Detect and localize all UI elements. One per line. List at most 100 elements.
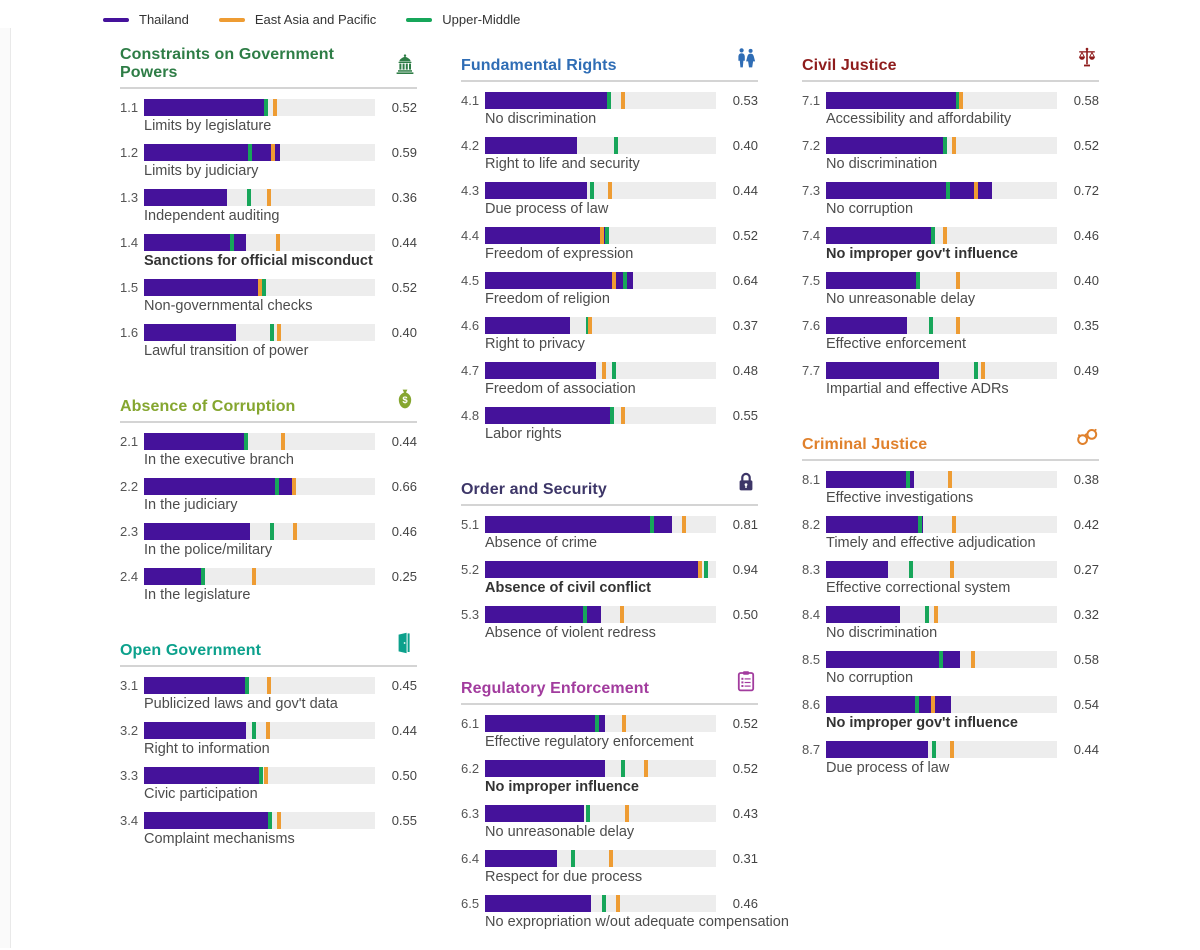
indicator-bar	[485, 516, 716, 533]
east-asia-pacific-tick	[602, 362, 607, 379]
indicator-bar	[485, 227, 716, 244]
east-asia-pacific-tick	[643, 760, 648, 777]
indicator-bar-row: 2.1 0.44	[120, 433, 417, 450]
east-asia-pacific-tick	[616, 895, 621, 912]
indicator-bar-row: 6.5 0.46	[461, 895, 758, 912]
indicator-row: 4.2 0.40 Right to life and security	[461, 137, 758, 172]
legend-label: Thailand	[139, 12, 189, 27]
upper-middle-tick	[571, 850, 576, 867]
upper-middle-tick	[942, 137, 947, 154]
indicator-bar-row: 8.3 0.27	[802, 561, 1099, 578]
indicator-value: 0.44	[1073, 742, 1099, 757]
indicator-bar	[826, 182, 1057, 199]
indicator-row: 7.4 0.46 No improper gov't influence	[802, 227, 1099, 262]
indicator-number: 2.2	[120, 479, 139, 494]
indicator-label: Sanctions for official misconduct	[144, 253, 373, 269]
east-asia-pacific-tick	[621, 715, 626, 732]
indicator-row: 8.7 0.44 Due process of law	[802, 741, 1099, 776]
indicator-label: No discrimination	[826, 625, 938, 641]
indicator-number: 4.7	[461, 363, 480, 378]
indicator-bar-row: 4.6 0.37	[461, 317, 758, 334]
indicator-number: 3.4	[120, 813, 139, 828]
east-asia-pacific-tick	[280, 433, 285, 450]
indicator-bar	[485, 805, 716, 822]
indicator-number: 5.1	[461, 517, 480, 532]
indicator-number: 8.6	[802, 697, 821, 712]
indicator-label: Effective enforcement	[826, 336, 966, 352]
people-icon	[734, 46, 758, 75]
indicator-row: 4.1 0.53 No discrimination	[461, 92, 758, 127]
upper-middle-tick	[244, 433, 249, 450]
indicator-bar-row: 5.3 0.50	[461, 606, 758, 623]
indicator-bar-row: 1.3 0.36	[120, 189, 417, 206]
east-asia-pacific-tick	[275, 234, 280, 251]
thailand-bar-fill	[144, 568, 202, 585]
upper-middle-tick	[268, 812, 273, 829]
chart-column: Constraints on Government Powers 1.1 0.52…	[120, 46, 417, 847]
indicator-bar	[826, 651, 1057, 668]
indicator-bar	[144, 234, 375, 251]
indicator-number: 4.8	[461, 408, 480, 423]
east-asia-pacific-tick	[973, 182, 978, 199]
thailand-bar-fill	[826, 317, 907, 334]
indicator-row: 1.3 0.36 Independent auditing	[120, 189, 417, 224]
east-asia-pacific-tick	[263, 767, 268, 784]
indicator-label: In the police/military	[144, 542, 273, 558]
east-asia-pacific-tick	[293, 523, 298, 540]
section-title: Civil Justice	[802, 57, 897, 74]
indicator-label: Independent auditing	[144, 208, 280, 224]
indicator-label: Lawful transition of power	[144, 343, 309, 359]
upper-middle-tick	[650, 516, 655, 533]
legend-item-upper-middle: Upper-Middle	[406, 12, 520, 27]
thailand-bar-fill	[485, 92, 608, 109]
east-asia-pacific-tick	[277, 324, 282, 341]
indicator-bar	[485, 92, 716, 109]
indicator-bar	[144, 189, 375, 206]
indicator-value: 0.52	[391, 100, 417, 115]
indicator-bar-row: 4.8 0.55	[461, 407, 758, 424]
thailand-bar-fill	[144, 99, 265, 116]
indicator-bar	[144, 99, 375, 116]
indicator-number: 3.1	[120, 678, 139, 693]
indicator-row: 8.2 0.42 Timely and effective adjudication	[802, 516, 1099, 551]
indicator-bar	[485, 606, 716, 623]
legend-item-thailand: Thailand	[103, 12, 189, 27]
indicator-bar-row: 4.5 0.64	[461, 272, 758, 289]
thailand-bar-fill	[144, 234, 246, 251]
indicator-row: 7.6 0.35 Effective enforcement	[802, 317, 1099, 352]
indicator-value: 0.94	[732, 562, 758, 577]
thailand-bar-fill	[826, 741, 928, 758]
section-order-and-security: Order and Security 5.1 0.81 Absence of cri…	[461, 470, 758, 641]
indicator-label: Freedom of expression	[485, 246, 634, 262]
indicator-bar-row: 3.4 0.55	[120, 812, 417, 829]
indicator-label: Right to privacy	[485, 336, 585, 352]
section-title: Constraints on Government Powers	[120, 46, 335, 81]
indicator-bar-row: 2.2 0.66	[120, 478, 417, 495]
east-asia-pacific-tick	[251, 568, 256, 585]
section-header: Order and Security	[461, 470, 758, 506]
indicator-value: 0.49	[1073, 363, 1099, 378]
east-asia-pacific-tick	[971, 651, 976, 668]
indicator-row: 7.1 0.58 Accessibility and affordability	[802, 92, 1099, 127]
indicator-number: 1.5	[120, 280, 139, 295]
indicator-value: 0.72	[1073, 183, 1099, 198]
indicator-bar-row: 6.2 0.52	[461, 760, 758, 777]
indicator-label: Right to life and security	[485, 156, 640, 172]
indicator-value: 0.46	[732, 896, 758, 911]
door-icon	[393, 631, 417, 660]
indicator-label: No unreasonable delay	[485, 824, 635, 840]
indicator-value: 0.25	[391, 569, 417, 584]
indicator-label: Impartial and effective ADRs	[826, 381, 1009, 397]
east-asia-pacific-tick	[625, 805, 630, 822]
indicator-bar	[826, 137, 1057, 154]
thailand-bar-fill	[485, 362, 596, 379]
indicator-bar-row: 7.7 0.49	[802, 362, 1099, 379]
indicator-value: 0.54	[1073, 697, 1099, 712]
legend: Thailand East Asia and Pacific Upper-Middl…	[103, 12, 520, 27]
east-asia-pacific-tick	[942, 227, 947, 244]
indicator-bar-row: 7.5 0.40	[802, 272, 1099, 289]
thailand-bar-fill	[485, 137, 578, 154]
indicator-row: 7.7 0.49 Impartial and effective ADRs	[802, 362, 1099, 397]
indicator-row: 8.1 0.38 Effective investigations	[802, 471, 1099, 506]
indicator-bar	[826, 92, 1057, 109]
